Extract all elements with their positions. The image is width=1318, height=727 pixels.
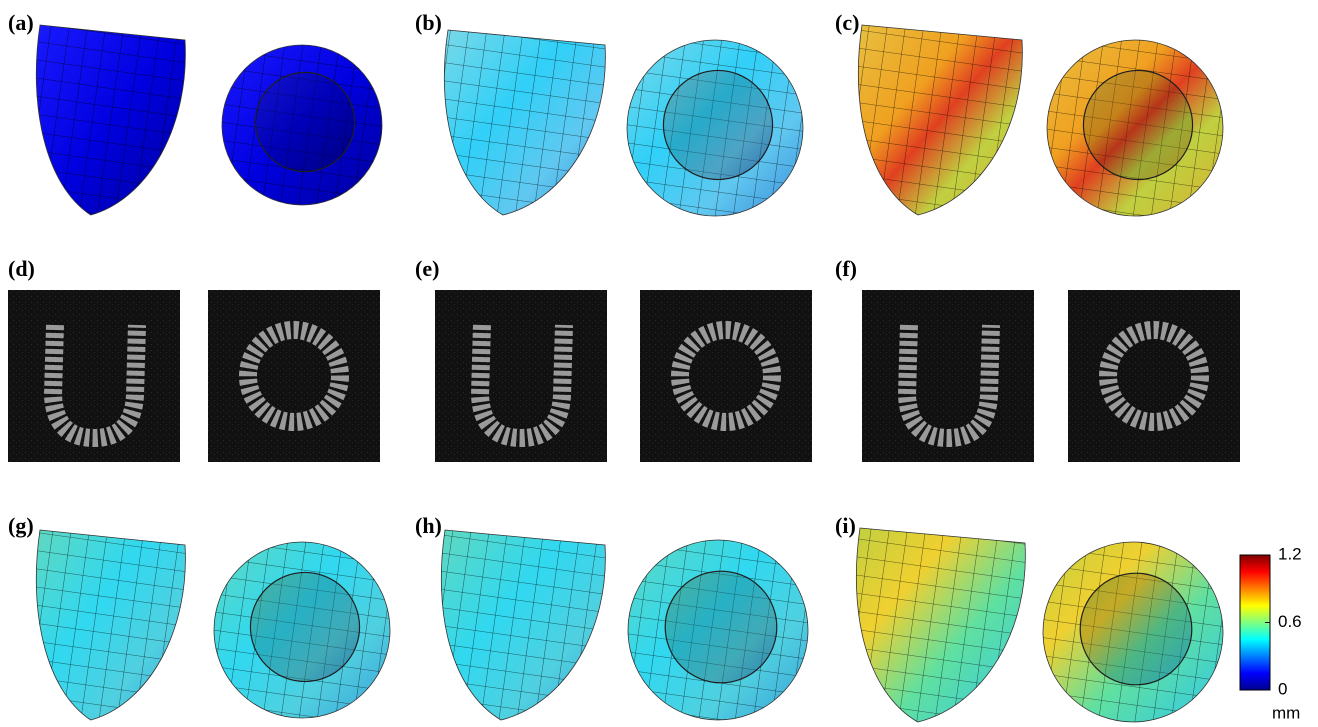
- panel-label: (e): [415, 256, 439, 281]
- heart-mesh: [441, 530, 606, 720]
- colorbar-unit: mm: [1272, 703, 1300, 722]
- panel-label: (c): [835, 10, 859, 35]
- heart-mesh: [36, 530, 186, 720]
- ring-inner-mesh: [663, 70, 773, 180]
- ring-inner-mesh: [255, 72, 355, 172]
- myocardium-long-axis: [470, 324, 573, 448]
- colorbar-tick-label: 0.6: [1278, 612, 1302, 631]
- myocardium-short-axis: [239, 321, 349, 431]
- colorbar-tick-label: 1.2: [1278, 544, 1302, 563]
- ring-inner-mesh: [1080, 573, 1192, 685]
- myocardium-short-axis: [671, 321, 781, 431]
- panel-label: (h): [415, 513, 442, 538]
- colorbar-tick-label: 0: [1278, 679, 1287, 698]
- ring-inner-mesh: [665, 571, 777, 683]
- ring-inner-mesh: [250, 572, 360, 682]
- panel-label: (a): [8, 10, 34, 35]
- myocardium-short-axis: [1099, 321, 1209, 431]
- panel-label: (f): [835, 256, 857, 281]
- mri-square: [640, 290, 812, 462]
- panel-label: (d): [8, 256, 35, 281]
- heart-mesh: [858, 25, 1023, 215]
- heart-mesh: [36, 25, 186, 215]
- heart-mesh: [444, 30, 606, 215]
- panel-label: (b): [415, 10, 442, 35]
- panel-label: (g): [8, 513, 34, 538]
- mri-square: [208, 290, 380, 462]
- myocardium-long-axis: [897, 324, 1000, 448]
- heart-mesh: [856, 528, 1026, 722]
- ring-inner-mesh: [1083, 70, 1193, 180]
- panel-label: (i): [835, 513, 856, 538]
- myocardium-long-axis: [43, 324, 146, 448]
- mri-square: [1068, 290, 1240, 462]
